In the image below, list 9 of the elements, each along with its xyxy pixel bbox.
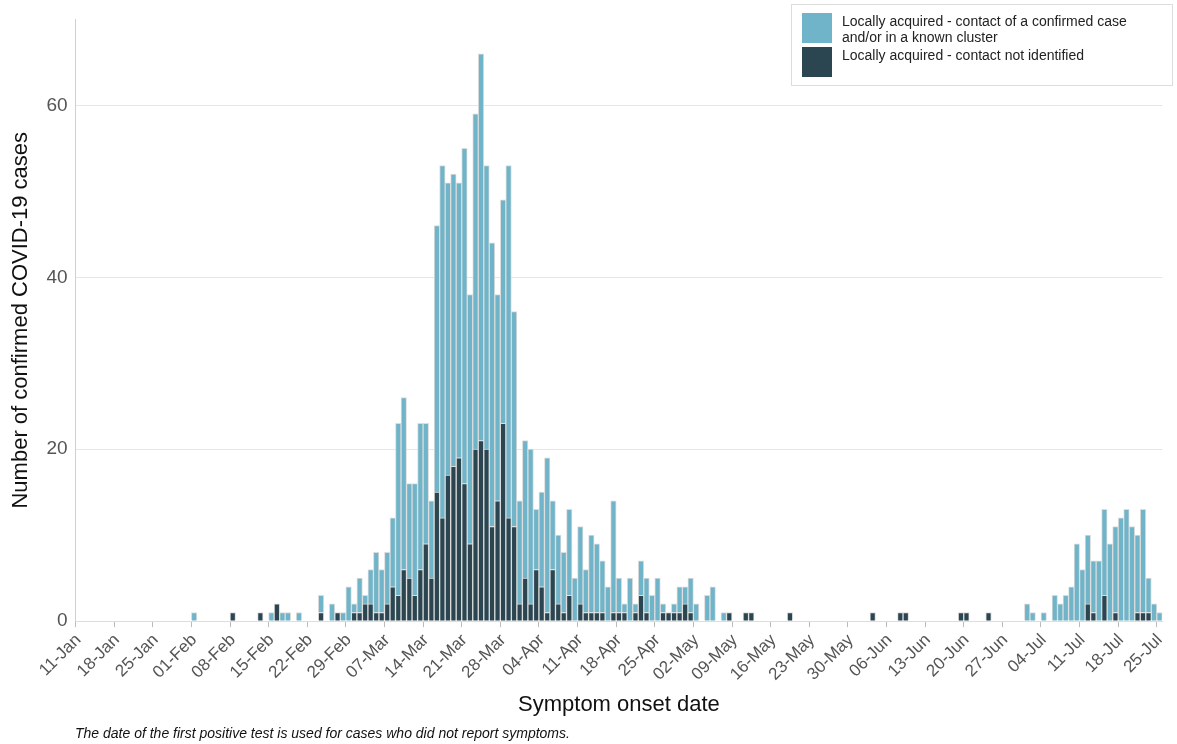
y-tick-label: 20 bbox=[46, 437, 68, 459]
y-tick-label: 60 bbox=[46, 93, 68, 115]
y-tick-label: 40 bbox=[46, 265, 68, 287]
legend-label: Locally acquired - contact of a confirmed case and/or in a known cluster bbox=[842, 13, 1128, 45]
y-axis-title: Number of confirmed COVID-19 cases bbox=[7, 131, 33, 509]
x-axis-title: Symptom onset date bbox=[518, 690, 720, 716]
y-tick-label: 0 bbox=[56, 609, 68, 631]
legend-label: Locally acquired - contact not identified bbox=[842, 47, 1086, 63]
text: The date of the first positive test is used for cases who did not report symptoms. bbox=[75, 725, 570, 741]
